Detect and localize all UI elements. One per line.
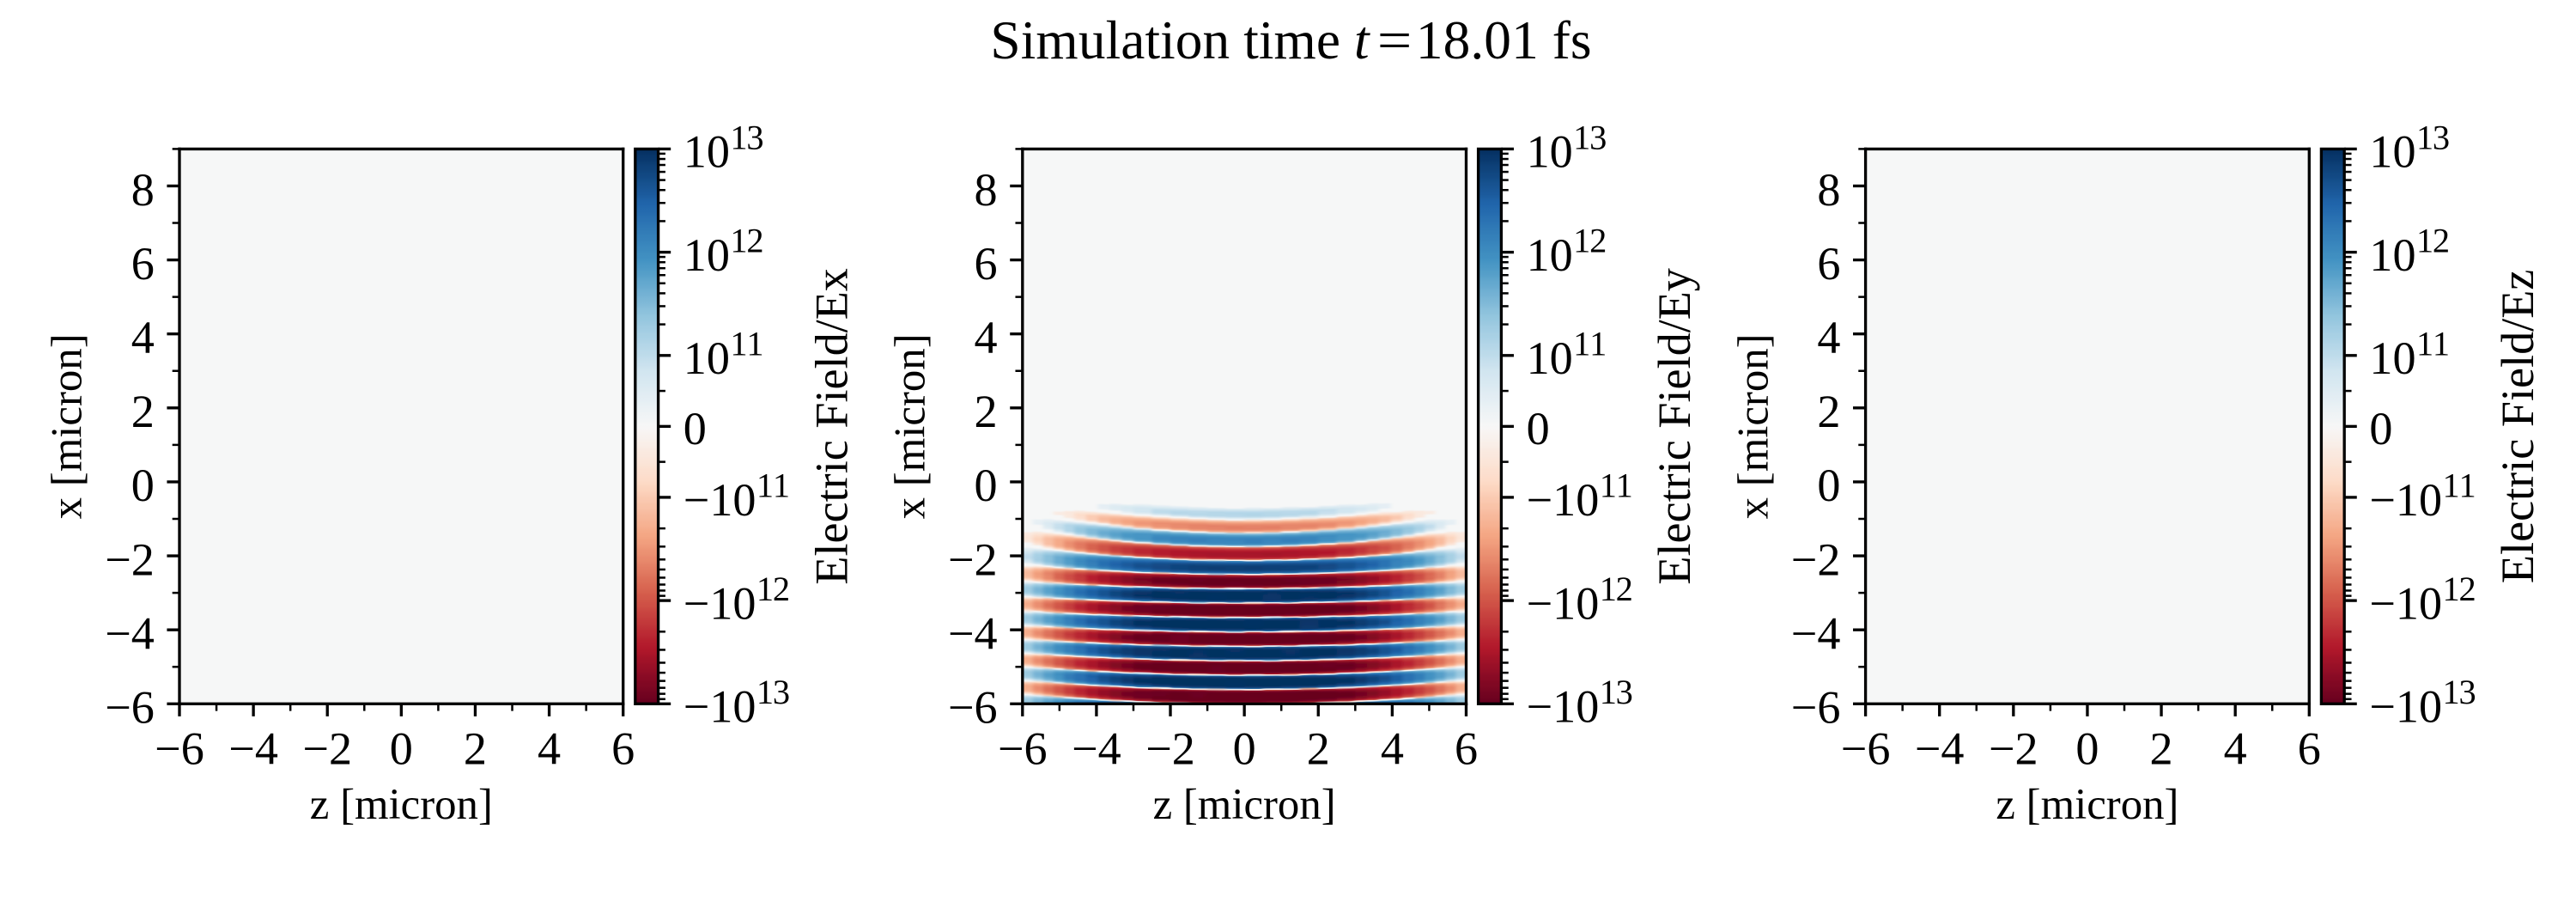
svg-text:−4: −4	[1791, 607, 1841, 659]
svg-text:−6: −6	[1841, 723, 1891, 775]
svg-text:2: 2	[131, 386, 155, 437]
svg-text:−4: −4	[1915, 723, 1965, 775]
svg-text:−2: −2	[1791, 533, 1841, 585]
svg-text:−4: −4	[1072, 723, 1121, 775]
svg-text:Electric Field/Ey: Electric Field/Ey	[1649, 268, 1700, 584]
svg-text:1 0 1: 1 0 1 2	[2369, 202, 2450, 283]
svg-text:4: 4	[131, 312, 155, 363]
svg-text:0: 0	[1527, 403, 1550, 454]
svg-text:S i m u l: S i m u l a t i o n t i m e = 1 8 . 0 1 …	[990, 9, 1606, 71]
svg-text:− 1 0: − 1 0 1 2	[2369, 551, 2476, 631]
svg-text:1 0 1: 1 0 1 3	[683, 99, 764, 180]
svg-text:− 1 0: − 1 0 1 3	[683, 654, 790, 734]
svg-text:Electric Field/Ez: Electric Field/Ez	[2492, 270, 2543, 583]
svg-text:2: 2	[1307, 723, 1330, 775]
svg-text:−6: −6	[155, 723, 204, 775]
svg-text:−6: −6	[998, 723, 1048, 775]
svg-text:z [micron]: z [micron]	[310, 780, 493, 828]
svg-text:1 0 1: 1 0 1 1	[683, 306, 764, 387]
svg-text:−6: −6	[1791, 682, 1841, 734]
svg-text:−4: −4	[105, 607, 155, 659]
svg-text:−2: −2	[1145, 723, 1195, 775]
svg-text:6: 6	[611, 723, 635, 775]
svg-text:0: 0	[2369, 403, 2392, 454]
svg-text:x [micron]: x [micron]	[1728, 333, 1777, 519]
svg-text:− 1 0: − 1 0 1 3	[1527, 654, 1633, 734]
svg-text:4: 4	[538, 723, 561, 775]
svg-text:8: 8	[1817, 164, 1840, 216]
svg-text:z [micron]: z [micron]	[1153, 780, 1336, 828]
svg-text:−2: −2	[948, 533, 998, 585]
svg-text:0: 0	[975, 460, 998, 511]
svg-text:6: 6	[2298, 723, 2321, 775]
svg-text:− 1 0: − 1 0 1 1	[1527, 448, 1633, 528]
svg-text:4: 4	[1817, 312, 1840, 363]
svg-text:z [micron]: z [micron]	[1996, 780, 2178, 828]
svg-text:x [micron]: x [micron]	[43, 333, 91, 519]
svg-text:− 1 0: − 1 0 1 3	[2369, 654, 2476, 734]
svg-text:−6: −6	[105, 682, 155, 734]
svg-text:0: 0	[131, 460, 155, 511]
svg-text:0: 0	[1233, 723, 1256, 775]
svg-text:6: 6	[131, 238, 155, 289]
svg-text:2: 2	[1817, 386, 1840, 437]
svg-text:1 0 1: 1 0 1 3	[2369, 99, 2450, 180]
svg-text:0: 0	[390, 723, 413, 775]
svg-text:− 1 0: − 1 0 1 2	[683, 551, 790, 631]
svg-text:x [micron]: x [micron]	[886, 333, 934, 519]
svg-text:4: 4	[1381, 723, 1404, 775]
svg-text:−2: −2	[1989, 723, 2038, 775]
svg-text:1 0 1: 1 0 1 3	[1527, 99, 1607, 180]
svg-text:−4: −4	[228, 723, 278, 775]
svg-text:1 0 1: 1 0 1 1	[1527, 306, 1607, 387]
svg-text:4: 4	[975, 312, 998, 363]
svg-text:−2: −2	[105, 533, 155, 585]
svg-text:2: 2	[975, 386, 998, 437]
svg-text:0: 0	[1817, 460, 1840, 511]
svg-text:−2: −2	[302, 723, 352, 775]
svg-text:0: 0	[683, 403, 707, 454]
svg-text:− 1 0: − 1 0 1 2	[1527, 551, 1633, 631]
svg-text:8: 8	[975, 164, 998, 216]
svg-text:− 1 0: − 1 0 1 1	[683, 448, 790, 528]
svg-text:1 0 1: 1 0 1 2	[1527, 202, 1607, 283]
svg-text:2: 2	[2150, 723, 2173, 775]
svg-text:−6: −6	[948, 682, 998, 734]
svg-text:4: 4	[2224, 723, 2247, 775]
svg-text:− 1 0: − 1 0 1 1	[2369, 448, 2476, 528]
svg-text:0: 0	[2075, 723, 2099, 775]
svg-text:1 0 1: 1 0 1 1	[2369, 306, 2450, 387]
svg-text:6: 6	[975, 238, 998, 289]
svg-text:−4: −4	[948, 607, 998, 659]
svg-text:8: 8	[131, 164, 155, 216]
svg-text:Electric Field/Ex: Electric Field/Ex	[805, 268, 857, 584]
svg-text:1 0 1: 1 0 1 2	[683, 202, 764, 283]
svg-text:2: 2	[464, 723, 487, 775]
svg-text:6: 6	[1455, 723, 1478, 775]
svg-text:6: 6	[1817, 238, 1840, 289]
